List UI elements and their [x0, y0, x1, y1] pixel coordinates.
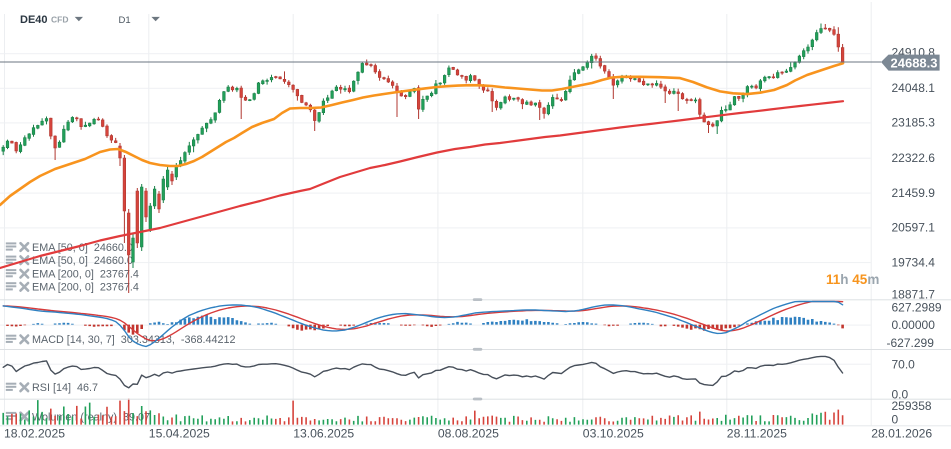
- svg-text:21459.9: 21459.9: [892, 186, 936, 200]
- svg-text:259358: 259358: [892, 399, 932, 413]
- svg-text:23185.3: 23185.3: [892, 116, 936, 130]
- svg-text:15.04.2025: 15.04.2025: [149, 427, 210, 441]
- svg-text:28.01.2026: 28.01.2026: [871, 427, 932, 441]
- svg-text:08.08.2025: 08.08.2025: [438, 427, 499, 441]
- svg-text:03.10.2025: 03.10.2025: [583, 427, 644, 441]
- svg-text:18.02.2025: 18.02.2025: [4, 427, 65, 441]
- svg-text:20597.1: 20597.1: [892, 221, 936, 235]
- svg-text:18871.7: 18871.7: [892, 287, 936, 301]
- svg-text:24688.3: 24688.3: [891, 55, 938, 70]
- svg-text:-627.299: -627.299: [887, 336, 935, 350]
- svg-text:DE40: DE40: [20, 14, 48, 26]
- svg-text:D1: D1: [119, 15, 131, 26]
- svg-text:0: 0: [892, 413, 899, 427]
- svg-text:EMA [50, 0] 24660.0: EMA [50, 0] 24660.0: [32, 255, 133, 267]
- svg-text:EMA [200, 0] 23767.4: EMA [200, 0] 23767.4: [32, 282, 139, 294]
- svg-text:70.0: 70.0: [892, 357, 916, 371]
- svg-text:19734.4: 19734.4: [892, 255, 936, 269]
- svg-text:11h 45m: 11h 45m: [826, 272, 879, 287]
- svg-text:RSI [14] 46.7: RSI [14] 46.7: [32, 382, 98, 394]
- svg-text:CFD: CFD: [51, 15, 68, 25]
- svg-text:22322.6: 22322.6: [892, 151, 936, 165]
- svg-text:627.2989: 627.2989: [892, 301, 942, 315]
- svg-text:MACD [14, 30, 7] 303.34313,: MACD [14, 30, 7] 303.34313, -368.44212: [32, 334, 235, 346]
- svg-text:13.06.2025: 13.06.2025: [293, 427, 354, 441]
- svg-text:EMA [200, 0] 23767.4: EMA [200, 0] 23767.4: [32, 269, 139, 281]
- svg-text:0.00000: 0.00000: [892, 318, 936, 332]
- svg-text:28.11.2025: 28.11.2025: [727, 427, 787, 441]
- svg-text:EMA [50, 0] 24660.0: EMA [50, 0] 24660.0: [32, 242, 133, 254]
- svg-text:0.0: 0.0: [892, 387, 909, 401]
- svg-text:24048.1: 24048.1: [892, 81, 936, 95]
